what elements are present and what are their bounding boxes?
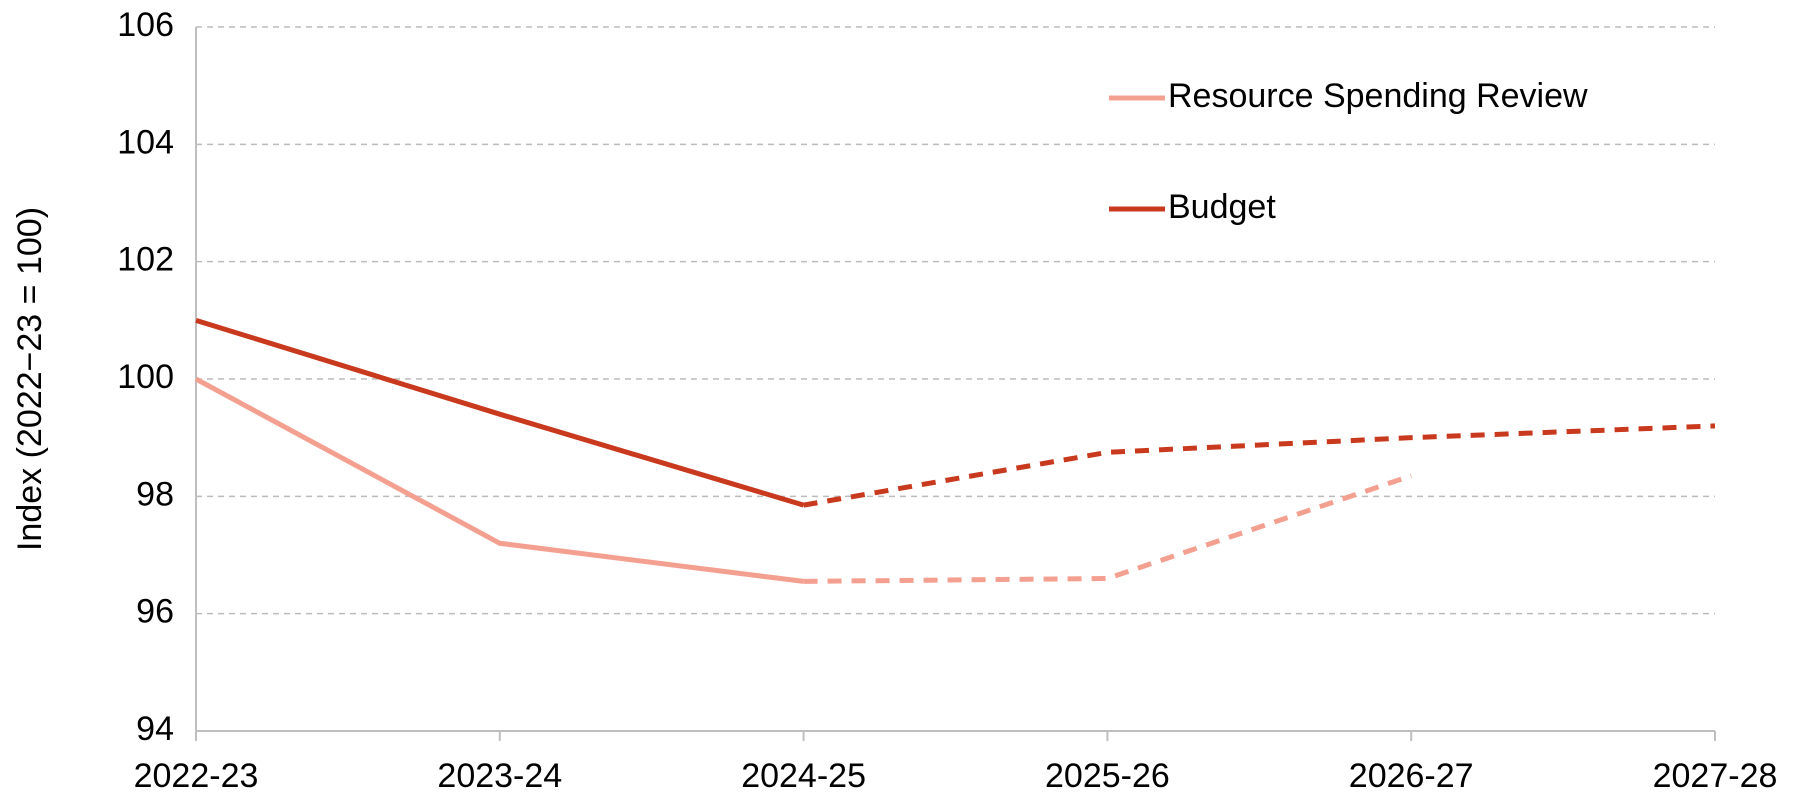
series-line — [195, 317, 805, 508]
y-tick-label: 100 — [117, 358, 174, 396]
x-tick-label: 2023-24 — [437, 757, 562, 795]
y-tick-label: 96 — [136, 593, 174, 631]
y-tick-label: 98 — [136, 475, 174, 513]
x-tick-label: 2026-27 — [1349, 757, 1474, 795]
x-tick-label: 2025-26 — [1045, 757, 1170, 795]
y-tick-label: 104 — [117, 123, 174, 161]
series-line — [803, 423, 1716, 508]
y-tick-label: 94 — [136, 710, 174, 748]
series-line — [803, 473, 1413, 584]
y-axis-label: Index (2022−23 = 100) — [11, 207, 49, 551]
legend-label: Budget — [1168, 188, 1276, 226]
legend-label: Resource Spending Review — [1168, 77, 1588, 115]
series-line — [194, 376, 804, 584]
x-tick-label: 2027-28 — [1653, 757, 1778, 795]
x-tick-label: 2022-23 — [134, 757, 259, 795]
y-tick-label: 106 — [117, 6, 174, 44]
x-tick-label: 2024-25 — [741, 757, 866, 795]
y-tick-label: 102 — [117, 241, 174, 279]
